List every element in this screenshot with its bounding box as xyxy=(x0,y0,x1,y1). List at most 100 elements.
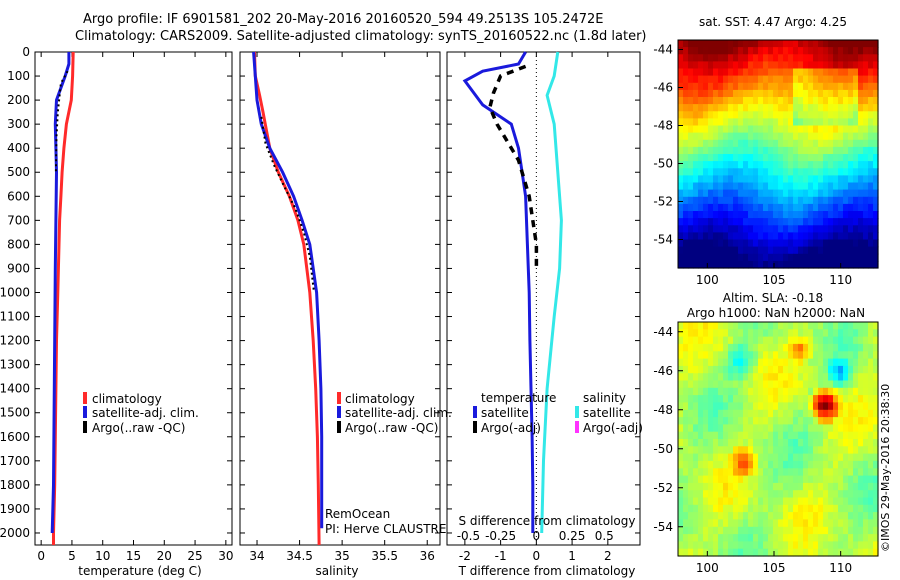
map-cell xyxy=(728,232,734,241)
map-cell xyxy=(753,82,759,91)
map-cell xyxy=(723,329,729,338)
map-cell xyxy=(773,232,779,241)
map-cell xyxy=(818,203,824,212)
map-cell xyxy=(843,218,849,226)
map-cell xyxy=(788,402,794,411)
map-cell xyxy=(718,417,724,425)
map-cell xyxy=(808,54,814,62)
map-cell xyxy=(838,218,844,226)
map-cell xyxy=(818,253,824,262)
map-cell xyxy=(873,365,879,374)
map-cell xyxy=(733,175,739,184)
salinity-xlabel: salinity xyxy=(315,564,358,578)
map-cell xyxy=(773,61,779,70)
map-cell xyxy=(748,395,754,403)
map-cell xyxy=(773,168,779,176)
map-cell xyxy=(743,417,749,425)
map-cell xyxy=(713,232,719,241)
map-cell xyxy=(738,526,744,535)
map-cell xyxy=(838,431,844,440)
map-cell xyxy=(833,211,839,219)
map-cell xyxy=(798,61,804,70)
map-cell xyxy=(693,358,699,367)
map-cell xyxy=(863,504,869,513)
map-cell xyxy=(838,387,844,396)
map-cell xyxy=(723,196,729,205)
map-cell xyxy=(813,504,819,513)
map-cell xyxy=(783,189,789,198)
map-cell xyxy=(773,387,779,396)
map-cell xyxy=(693,475,699,484)
map-cell xyxy=(773,111,779,119)
map-cell xyxy=(763,253,769,262)
map-cell xyxy=(848,82,854,91)
map-cell xyxy=(808,446,814,455)
map-cell xyxy=(698,373,704,382)
series-line-argo xyxy=(54,70,69,173)
map-cell xyxy=(873,168,879,176)
map-cell xyxy=(738,218,744,226)
map-cell xyxy=(763,239,769,248)
map-cell xyxy=(768,232,774,241)
map-cell xyxy=(753,154,759,162)
map-cell xyxy=(758,232,764,241)
map-cell xyxy=(688,97,694,105)
map-cell xyxy=(873,358,879,367)
map-cell xyxy=(683,431,689,440)
map-cell xyxy=(793,104,799,112)
map-cell xyxy=(873,409,879,418)
map-cell xyxy=(798,351,804,360)
map-cell xyxy=(783,211,789,219)
map-cell xyxy=(823,526,829,535)
map-cell xyxy=(823,351,829,360)
map-cell xyxy=(823,97,829,105)
map-cell xyxy=(743,260,749,269)
map-cell xyxy=(823,104,829,112)
map-cell xyxy=(713,453,719,462)
map-cell xyxy=(818,182,824,191)
map-cell xyxy=(678,358,684,367)
map-cell xyxy=(748,490,754,499)
map-cell xyxy=(693,97,699,105)
map-cell xyxy=(798,475,804,484)
map-cell xyxy=(733,260,739,269)
map-cell xyxy=(763,232,769,241)
map-cell xyxy=(748,61,754,70)
map-cell xyxy=(873,380,879,389)
map-cell xyxy=(798,504,804,513)
legend-label-argo-s: Argo(-adj) xyxy=(583,421,643,435)
map-cell xyxy=(833,61,839,70)
map-cell xyxy=(753,336,759,345)
map-cell xyxy=(723,40,729,48)
map-cell xyxy=(753,526,759,535)
map-cell xyxy=(758,519,764,528)
map-cell xyxy=(703,534,709,542)
map-cell xyxy=(823,196,829,205)
legend-swatch-argo xyxy=(337,421,341,433)
map-cell xyxy=(873,175,879,184)
map-cell xyxy=(688,329,694,338)
y-tick-label: 800 xyxy=(7,237,30,251)
map-cell xyxy=(733,118,739,127)
map-cell xyxy=(713,343,719,352)
map-cell xyxy=(803,387,809,396)
map-cell xyxy=(823,380,829,389)
map-cell xyxy=(778,322,784,330)
map-cell xyxy=(698,512,704,520)
map-cell xyxy=(818,75,824,84)
map-cell xyxy=(763,387,769,396)
map-cell xyxy=(758,468,764,477)
map-cell xyxy=(863,104,869,112)
map-cell xyxy=(793,482,799,491)
map-cell xyxy=(708,203,714,212)
map-cell xyxy=(763,146,769,155)
map-cell xyxy=(748,475,754,484)
map-cell xyxy=(853,146,859,155)
map-cell xyxy=(753,118,759,127)
map-cell xyxy=(758,446,764,455)
map-cell xyxy=(793,343,799,352)
map-cell xyxy=(838,203,844,212)
map-cell xyxy=(793,358,799,367)
map-cell xyxy=(808,365,814,374)
map-cell xyxy=(868,61,874,70)
